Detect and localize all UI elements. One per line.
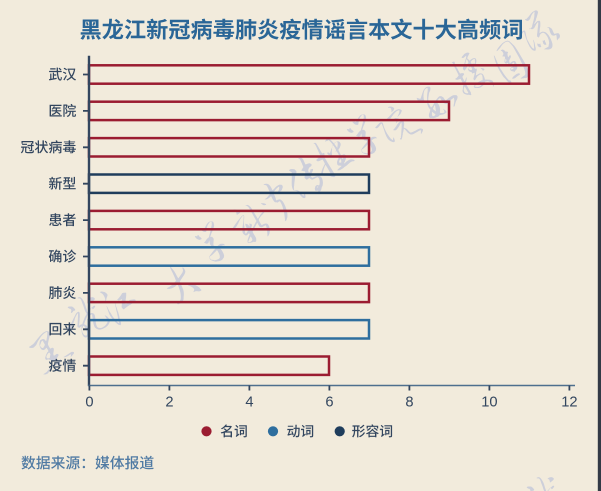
svg-text:0: 0 [85, 394, 93, 410]
svg-text:10: 10 [481, 394, 497, 410]
svg-text:4: 4 [245, 394, 253, 410]
svg-text:2: 2 [165, 394, 173, 410]
svg-text:6: 6 [325, 394, 333, 410]
svg-text:12: 12 [561, 394, 577, 410]
svg-text:8: 8 [405, 394, 413, 410]
